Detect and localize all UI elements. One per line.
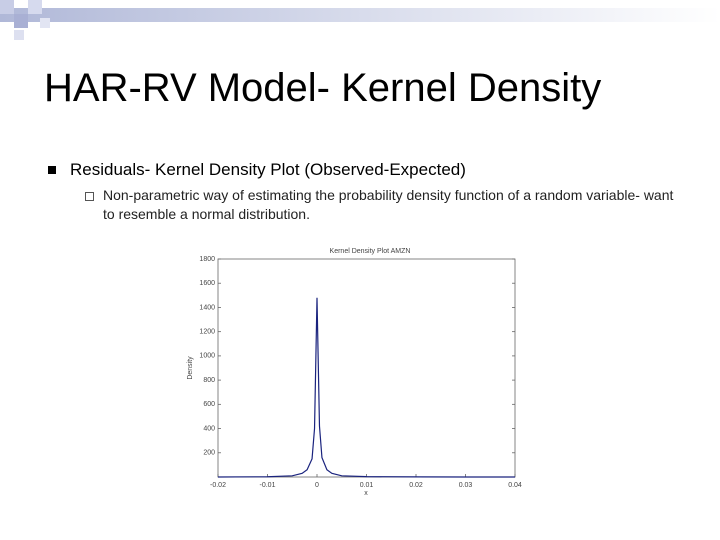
y-tick-label: 1400 [199, 304, 215, 311]
y-tick-label: 1800 [199, 256, 215, 263]
bullet: Residuals- Kernel Density Plot (Observed… [70, 160, 466, 179]
sub-bullet-marker [85, 192, 94, 201]
sub-bullet: Non-parametric way of estimating the pro… [103, 187, 674, 222]
chart-title: Kernel Density Plot AMZN [330, 248, 411, 255]
x-tick-label: 0.04 [508, 482, 522, 489]
x-tick-label: 0.02 [409, 482, 423, 489]
y-tick-label: 600 [203, 401, 215, 408]
bullet-marker [48, 166, 56, 174]
chart: Kernel Density Plot AMZN Density x 200 40… [187, 248, 522, 497]
y-tick-label: 1200 [199, 329, 215, 336]
density-line [217, 297, 515, 478]
slide-title: HAR-RV Model- Kernel Density [44, 66, 602, 110]
y-tick-label: 800 [203, 377, 215, 384]
y-tick-label: 400 [203, 425, 215, 432]
y-tick-label: 200 [203, 450, 215, 457]
y-tick-label: 1600 [199, 280, 215, 287]
header-decoration [0, 0, 720, 40]
x-tick-label: 0 [315, 482, 319, 489]
x-tick-label: -0.01 [260, 482, 276, 489]
y-axis-label: Density [187, 356, 194, 380]
plot-frame [217, 258, 516, 478]
x-axis-label: x [364, 490, 368, 497]
y-tick-label: 1000 [199, 353, 215, 360]
x-tick-label: 0.01 [360, 482, 374, 489]
x-tick-label: 0.03 [459, 482, 473, 489]
x-tick-label: -0.02 [210, 482, 226, 489]
